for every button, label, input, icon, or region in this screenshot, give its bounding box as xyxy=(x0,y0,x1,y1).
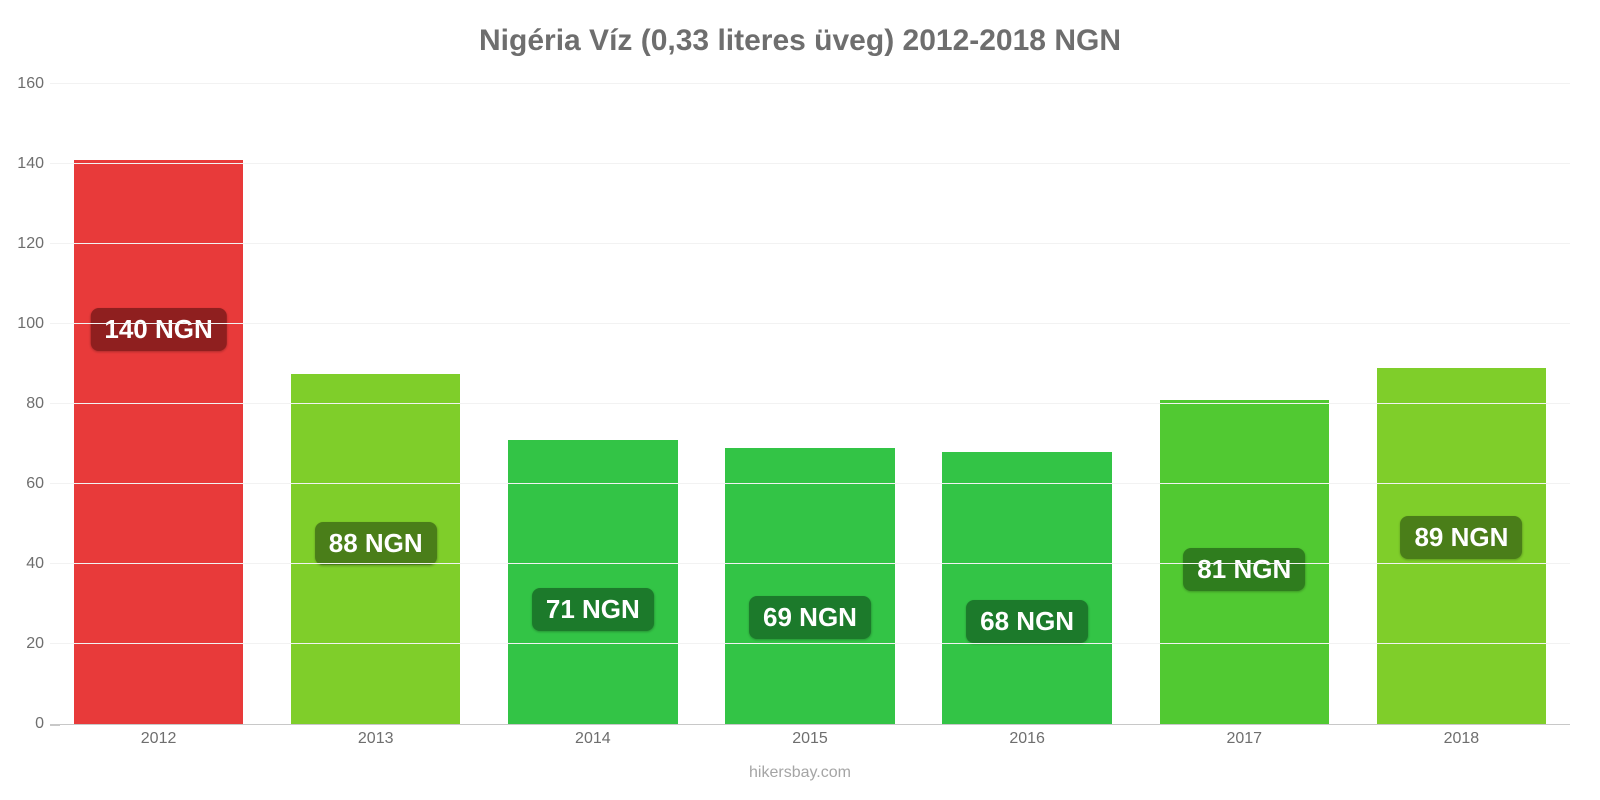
bar-slot: 140 NGN2012 xyxy=(50,85,267,724)
x-tick-label: 2018 xyxy=(1444,730,1480,748)
y-tick-label: 40 xyxy=(10,555,44,573)
x-tick-label: 2016 xyxy=(1009,730,1045,748)
grid-line xyxy=(50,83,1570,84)
y-tick-label: 120 xyxy=(10,235,44,253)
bars-container: 140 NGN201288 NGN201371 NGN201469 NGN201… xyxy=(50,85,1570,724)
y-tick-label: 140 xyxy=(10,155,44,173)
value-badge: 89 NGN xyxy=(1400,516,1522,559)
y-tick-label: 100 xyxy=(10,315,44,333)
y-tick-label: 60 xyxy=(10,475,44,493)
bar-slot: 68 NGN2016 xyxy=(919,85,1136,724)
bar-slot: 71 NGN2014 xyxy=(484,85,701,724)
value-badge: 81 NGN xyxy=(1183,548,1305,591)
bar: 81 NGN xyxy=(1160,400,1329,724)
y-tick-label: 80 xyxy=(10,395,44,413)
grid-line xyxy=(50,243,1570,244)
bar-slot: 69 NGN2015 xyxy=(701,85,918,724)
x-tick-label: 2015 xyxy=(792,730,828,748)
x-tick-label: 2014 xyxy=(575,730,611,748)
grid-line xyxy=(50,483,1570,484)
value-badge: 140 NGN xyxy=(90,308,226,351)
grid-line xyxy=(50,563,1570,564)
y-tick-label: 160 xyxy=(10,75,44,93)
value-badge: 88 NGN xyxy=(315,522,437,565)
x-tick-label: 2013 xyxy=(358,730,394,748)
credit-text: hikersbay.com xyxy=(0,764,1600,782)
bar-slot: 81 NGN2017 xyxy=(1136,85,1353,724)
x-tick-label: 2012 xyxy=(141,730,177,748)
value-badge: 68 NGN xyxy=(966,600,1088,643)
bar: 68 NGN xyxy=(942,452,1111,724)
chart-container: Nigéria Víz (0,33 literes üveg) 2012-201… xyxy=(0,0,1600,800)
y-tick-label: 0 xyxy=(10,715,44,733)
bar: 88 NGN xyxy=(291,374,460,724)
grid-line xyxy=(50,403,1570,404)
y-tick-label: 20 xyxy=(10,635,44,653)
value-badge: 69 NGN xyxy=(749,596,871,639)
grid-line xyxy=(50,323,1570,324)
chart-title: Nigéria Víz (0,33 literes üveg) 2012-201… xyxy=(0,24,1600,58)
grid-line xyxy=(50,643,1570,644)
bar-slot: 88 NGN2013 xyxy=(267,85,484,724)
grid-line xyxy=(50,163,1570,164)
plot-area: 140 NGN201288 NGN201371 NGN201469 NGN201… xyxy=(50,85,1570,725)
bar-slot: 89 NGN2018 xyxy=(1353,85,1570,724)
value-badge: 71 NGN xyxy=(532,588,654,631)
bar: 69 NGN xyxy=(725,448,894,724)
bar: 89 NGN xyxy=(1377,368,1546,724)
bar: 140 NGN xyxy=(74,160,243,724)
x-tick-label: 2017 xyxy=(1226,730,1262,748)
